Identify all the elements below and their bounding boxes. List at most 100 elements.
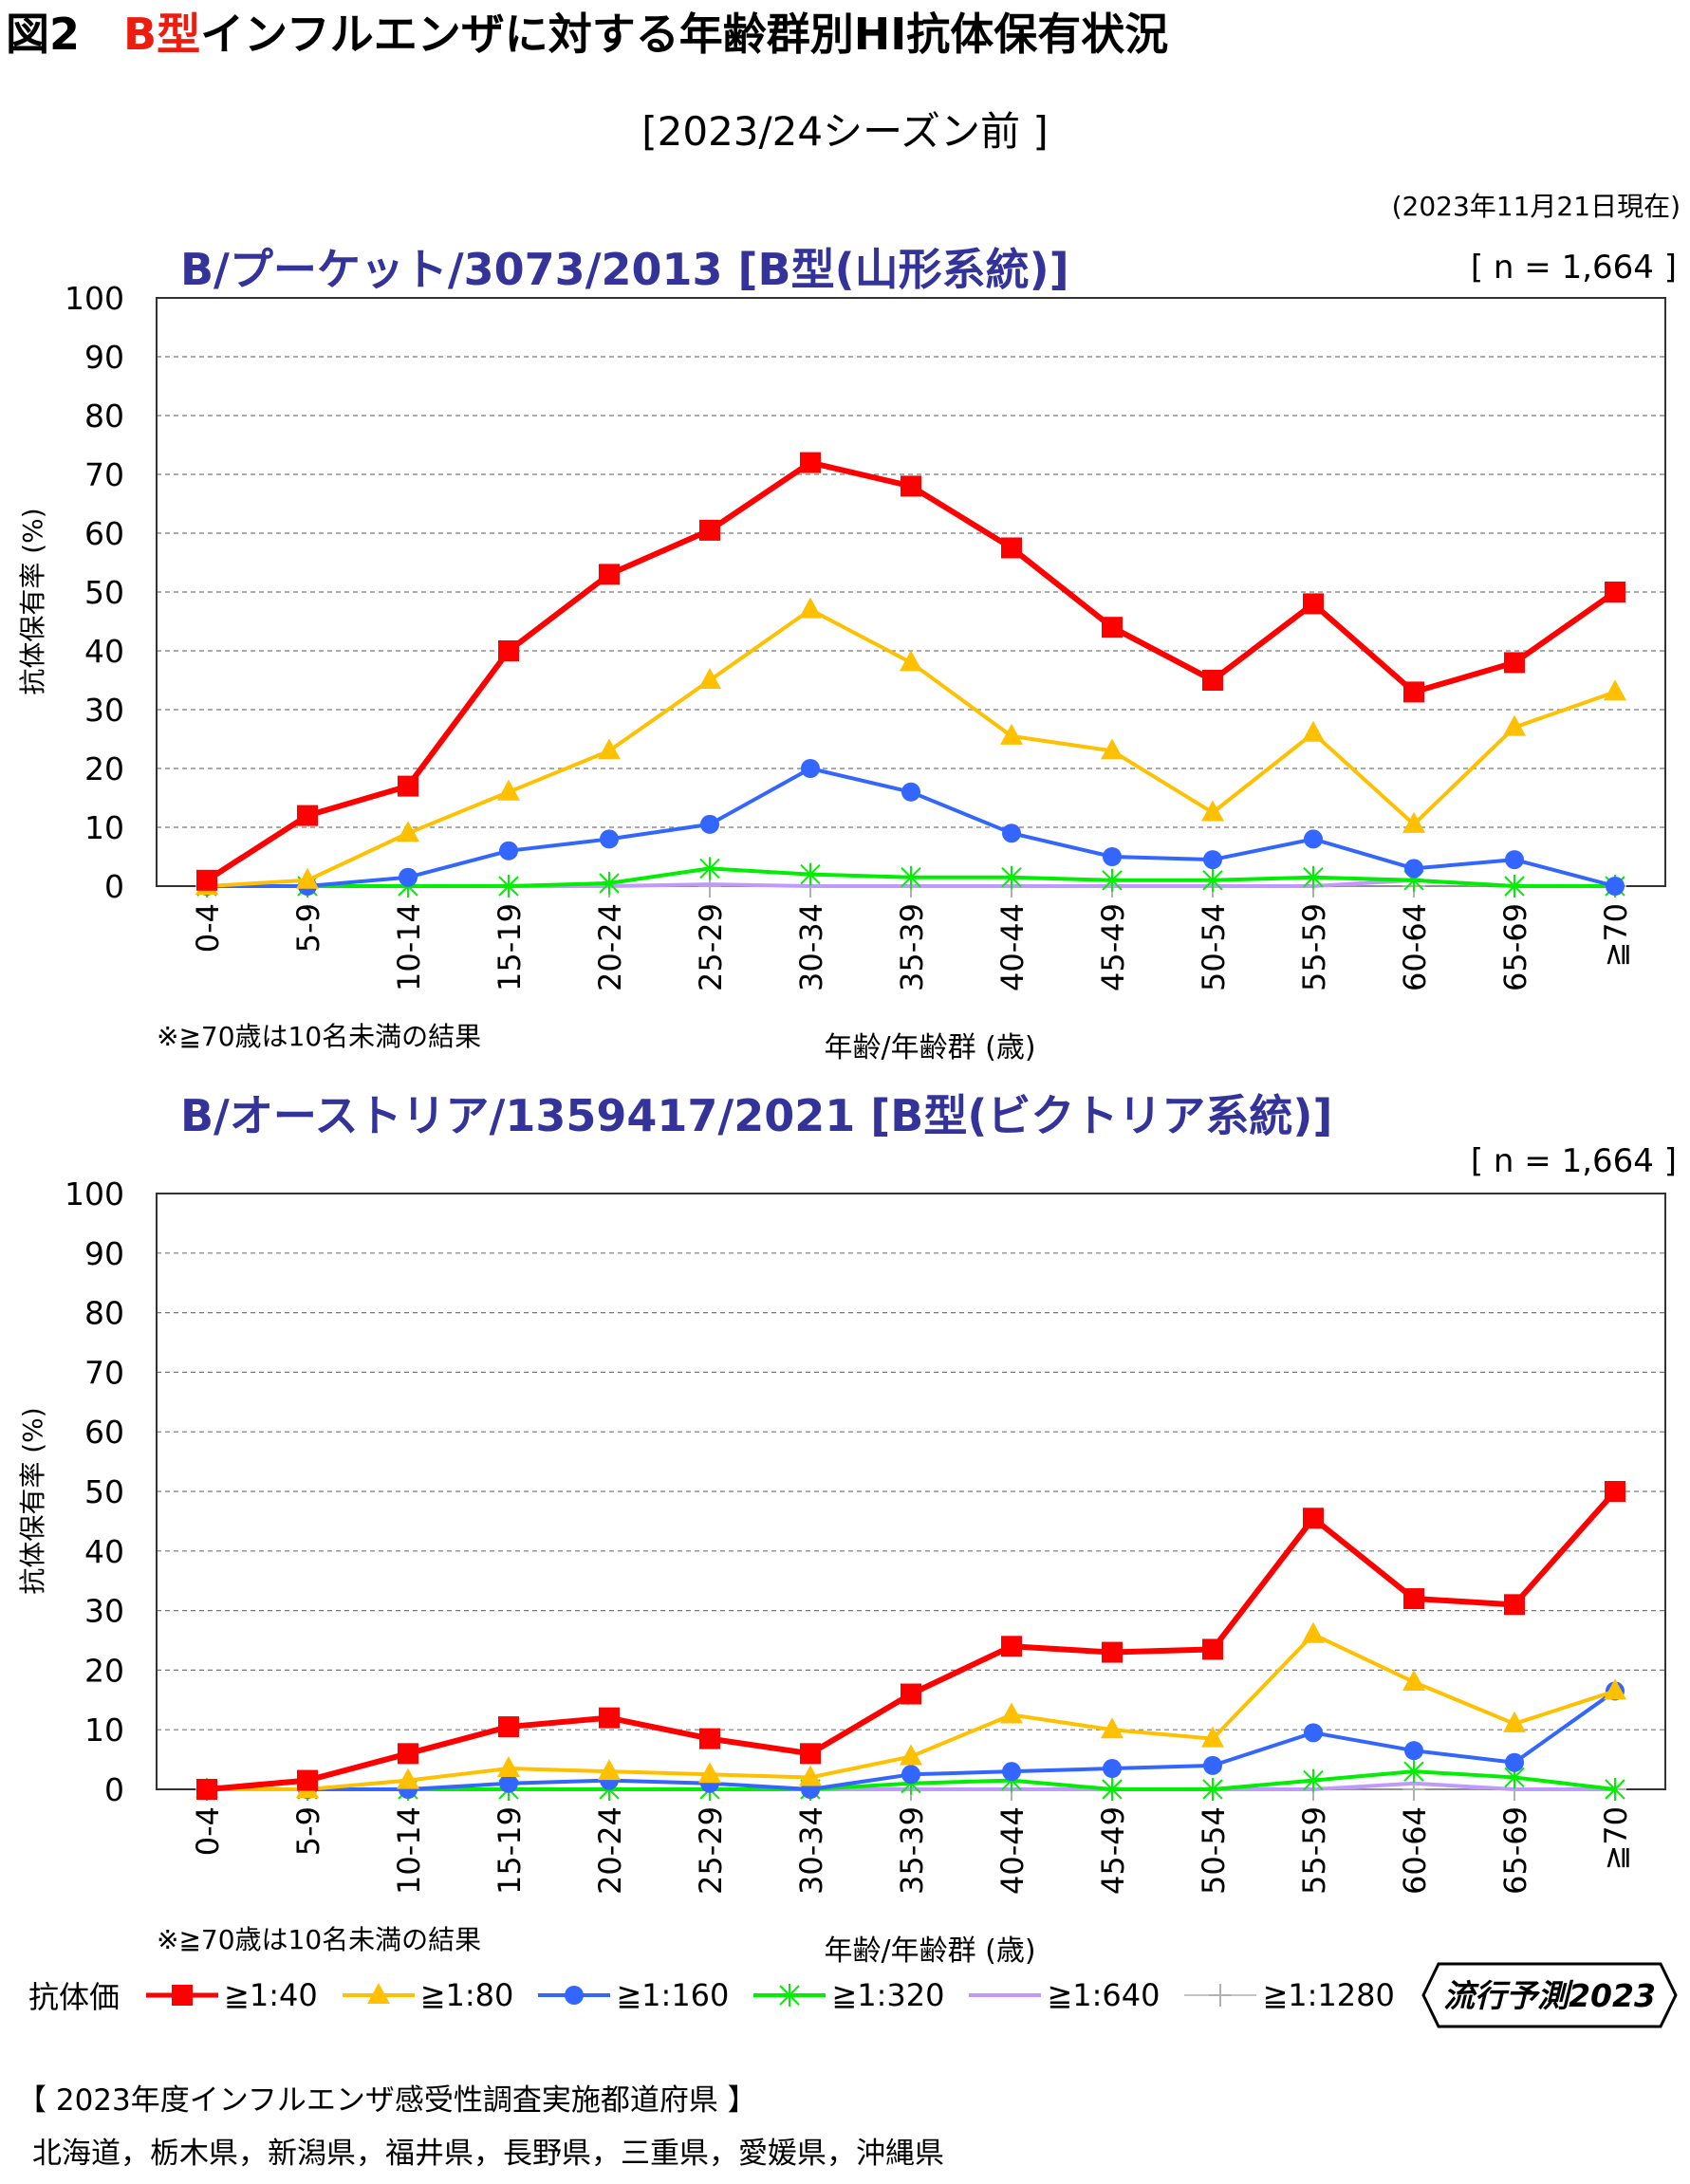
data-point xyxy=(499,841,518,861)
legend-swatch xyxy=(753,1984,826,2007)
y-tick-label: 70 xyxy=(84,456,124,493)
series-2 xyxy=(197,759,1625,896)
data-point xyxy=(1605,582,1625,602)
data-point xyxy=(1002,1762,1021,1782)
data-point xyxy=(297,1769,318,1791)
y-tick-label: 20 xyxy=(84,1652,124,1689)
y-tick-label: 60 xyxy=(84,1414,124,1451)
data-point xyxy=(799,597,822,619)
x-tick-label: 45-49 xyxy=(1095,1806,1131,1895)
legend-swatch xyxy=(969,1993,1042,1997)
data-point xyxy=(599,564,620,585)
data-point xyxy=(1604,679,1626,701)
data-point xyxy=(698,668,721,689)
data-point xyxy=(1202,1778,1223,1801)
data-point xyxy=(1202,868,1223,892)
chart2-n: [ n = 1,664 ] xyxy=(1470,1142,1677,1180)
as-of-date: (2023年11月21日現在) xyxy=(1391,191,1681,222)
data-point xyxy=(901,1765,920,1785)
data-point xyxy=(1102,1641,1123,1663)
legend: 抗体価 ≧1:40 ≧1:80 ≧1:160 ≧1:320 ≧1:640 ≧1:1280 xyxy=(28,1973,1418,2017)
y-tick-label: 80 xyxy=(84,1295,124,1332)
x-tick-label: 0-4 xyxy=(190,903,226,953)
x-tick-label: 65-69 xyxy=(1497,903,1533,991)
data-point xyxy=(1303,1768,1324,1792)
data-point xyxy=(397,821,419,842)
data-point xyxy=(1102,1778,1123,1801)
y-tick-label: 10 xyxy=(84,809,124,846)
y-tick-label: 90 xyxy=(84,1235,124,1272)
data-point xyxy=(699,519,720,541)
data-point xyxy=(699,1728,720,1749)
y-tick-label: 100 xyxy=(65,1175,124,1212)
x-tick-label: 20-24 xyxy=(592,903,628,991)
data-point xyxy=(1203,850,1222,870)
legend-marker xyxy=(565,1986,585,2005)
legend-item-label: ≧1:640 xyxy=(1047,1977,1161,2013)
data-point xyxy=(1000,1702,1023,1724)
y-tick-label: 0 xyxy=(104,868,124,905)
data-point xyxy=(196,869,217,891)
y-tick-label: 0 xyxy=(104,1771,124,1808)
legend-swatch xyxy=(342,1983,415,2004)
data-point xyxy=(900,1744,922,1766)
legend-item: ≧1:160 xyxy=(536,1977,729,2013)
x-tick-label: 30-34 xyxy=(793,1806,829,1895)
y-axis-label: 抗体保有率 (%) xyxy=(17,1407,48,1594)
figure-label: 図2 xyxy=(6,9,81,60)
x-tick-label: 50-54 xyxy=(1196,1806,1232,1895)
data-point xyxy=(801,759,820,778)
y-tick-label: 20 xyxy=(84,750,124,787)
data-point xyxy=(196,1779,217,1800)
data-point xyxy=(1001,537,1022,559)
figure-title: 図2 B型インフルエンザに対する年齢群別HI抗体保有状況 xyxy=(6,0,1168,63)
y-tick-label: 30 xyxy=(84,1593,124,1630)
x-tick-label: 35-39 xyxy=(894,1806,930,1895)
x-axis-label: 年齢/年齢群 (歳) xyxy=(824,1031,1035,1064)
legend-swatch xyxy=(1184,1984,1257,2007)
data-point xyxy=(1605,1481,1625,1502)
data-point xyxy=(1201,800,1224,822)
x-tick-label: 35-39 xyxy=(894,903,930,991)
data-point xyxy=(296,867,319,889)
y-tick-label: 100 xyxy=(65,280,124,317)
data-point xyxy=(598,1759,621,1781)
data-point xyxy=(901,1683,921,1705)
data-point xyxy=(1504,1594,1525,1616)
data-point xyxy=(1203,1755,1222,1775)
data-point xyxy=(1103,847,1122,866)
data-point xyxy=(1403,1588,1424,1610)
data-point xyxy=(1402,1669,1425,1691)
data-point xyxy=(1404,859,1423,879)
data-point xyxy=(1605,1778,1625,1801)
data-point xyxy=(1101,738,1124,760)
x-tick-label: 40-44 xyxy=(994,1806,1031,1895)
legend-item: ≧1:1280 xyxy=(1182,1977,1395,2013)
x-tick-label: ≧70 xyxy=(1598,903,1634,968)
series-0 xyxy=(196,1481,1625,1800)
data-point xyxy=(901,475,921,497)
data-point xyxy=(700,814,719,834)
x-tick-label: 5-9 xyxy=(290,1806,326,1856)
legend-item: ≧1:40 xyxy=(144,1977,318,2013)
data-point xyxy=(399,867,418,887)
legend-item: ≧1:640 xyxy=(967,1977,1160,2013)
legend-swatch xyxy=(538,1986,611,2005)
x-tick-label: ≧70 xyxy=(1598,1806,1634,1871)
y-tick-label: 40 xyxy=(84,633,124,670)
data-point xyxy=(901,782,920,802)
data-point xyxy=(1403,1760,1424,1784)
data-point xyxy=(1505,850,1524,870)
data-point xyxy=(498,875,519,898)
data-point xyxy=(800,862,821,886)
data-point xyxy=(1001,865,1022,889)
data-point xyxy=(1404,1741,1423,1761)
y-axis-label: 抗体保有率 (%) xyxy=(17,508,48,694)
data-point xyxy=(498,640,519,661)
y-tick-label: 50 xyxy=(84,574,124,611)
data-point xyxy=(499,1773,518,1793)
data-point xyxy=(297,805,318,826)
chart1-title: B/プーケット/3073/2013 [B型(山形系統)] xyxy=(180,244,1069,295)
legend-label: 抗体価 xyxy=(28,1979,121,2015)
data-point xyxy=(800,1743,821,1765)
